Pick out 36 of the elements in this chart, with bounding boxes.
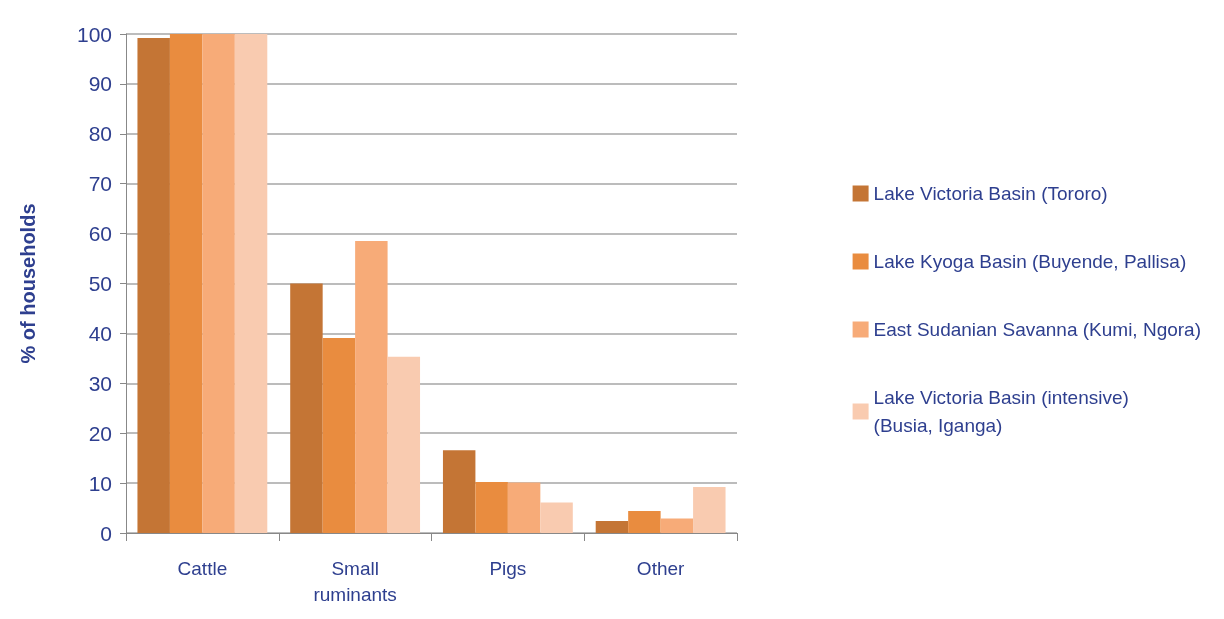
bar xyxy=(169,34,203,533)
legend-label: East Sudanian Savanna (Kumi, Ngora) xyxy=(873,319,1202,340)
y-tick-label: 90 xyxy=(88,72,112,96)
bar xyxy=(475,482,508,533)
y-tick-label: 20 xyxy=(88,421,112,445)
bar xyxy=(660,518,694,533)
bar xyxy=(137,37,170,533)
y-tick-label: 80 xyxy=(88,122,112,146)
y-tick-label: 10 xyxy=(88,471,112,495)
bar xyxy=(693,487,726,533)
x-tick-label: Pigs xyxy=(489,557,527,579)
x-tick-label: Small ruminants xyxy=(313,557,397,605)
bar xyxy=(355,241,388,533)
bar xyxy=(628,511,661,533)
y-tick-label: 40 xyxy=(88,321,112,345)
bar xyxy=(322,337,356,533)
legend-label: Lake Victoria Basin (intensive) (Busia, Iganga) xyxy=(873,387,1129,436)
y-tick-label: 0 xyxy=(100,521,112,545)
y-axis-title: % of households xyxy=(17,203,39,364)
bar xyxy=(442,450,476,533)
x-tick-label: Other xyxy=(636,557,686,579)
bar xyxy=(202,34,235,533)
y-tick-label: 70 xyxy=(88,172,112,196)
x-tick-label: Cattle xyxy=(177,557,228,579)
y-tick-label: 100 xyxy=(76,22,112,46)
y-tick-label: 60 xyxy=(88,222,112,246)
bar xyxy=(234,34,268,533)
y-tick-label: 50 xyxy=(88,272,112,295)
bar xyxy=(290,283,323,533)
bar xyxy=(540,502,573,533)
bar xyxy=(387,356,421,533)
bar xyxy=(507,482,541,533)
legend-label: Lake Victoria Basin (Tororo) xyxy=(873,183,1108,204)
bar xyxy=(595,521,629,533)
legend-label: Lake Kyoga Basin (Buyende, Pallisa) xyxy=(873,251,1187,272)
y-tick-label: 30 xyxy=(88,371,112,395)
